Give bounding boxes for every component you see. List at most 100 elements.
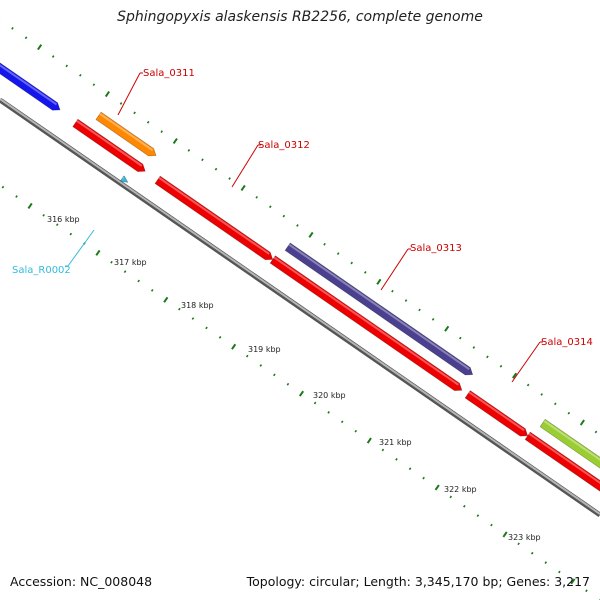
gene-feature: [0, 51, 61, 111]
outer-guide-tick: [472, 346, 476, 349]
callout-line: [67, 229, 95, 267]
gene-label[interactable]: Sala_R0002: [12, 265, 71, 276]
outer-guide-tick: [133, 111, 136, 115]
callout-line: [231, 144, 259, 188]
inner-guide-tick: [137, 279, 140, 283]
inner-guide-tick: [340, 420, 344, 424]
inner-guide-tick: [205, 326, 208, 330]
outer-guide-tick: [308, 231, 314, 238]
inner-guide-tick: [517, 542, 520, 546]
callout-line: [380, 248, 409, 291]
scale-label: 316 kbp: [47, 215, 80, 224]
feature-arrow: [154, 175, 274, 261]
inner-guide-tick: [95, 249, 101, 256]
inner-guide-tick: [245, 354, 249, 358]
feature-arrow: [95, 111, 157, 157]
outer-guide-tick: [579, 419, 585, 426]
genome-summary-text: Topology: circular; Length: 3,345,170 bp…: [246, 574, 590, 589]
inner-guide-tick: [191, 317, 195, 320]
outer-guide-tick: [594, 430, 598, 434]
gene-feature: [284, 242, 474, 376]
gene-label[interactable]: Sala_0314: [541, 337, 593, 348]
scale-label: 322 kbp: [444, 485, 477, 494]
feature-arrow: [284, 242, 474, 376]
gene-label[interactable]: Sala_0312: [258, 140, 310, 151]
map-title: Sphingopyxis alaskensis RB2256, complete…: [117, 9, 483, 25]
inner-guide-tick: [42, 213, 45, 217]
outer-guide-tick: [24, 36, 28, 40]
inner-guide-tick: [110, 260, 113, 264]
outer-guide-tick: [160, 130, 164, 133]
inner-guide-tick: [15, 195, 18, 198]
feature-arrow: [464, 390, 529, 437]
inner-guide-tick: [163, 296, 169, 303]
inner-guide-tick: [354, 429, 358, 433]
outer-guide-tick: [214, 167, 218, 171]
callout-line: [117, 72, 141, 116]
rna-feature: [119, 175, 129, 183]
feature-highlight: [122, 176, 125, 179]
scale-label: 320 kbp: [313, 391, 346, 400]
feature-track: [0, 51, 600, 514]
outer-guide-tick: [228, 177, 231, 180]
inner-guide-tick: [476, 514, 480, 518]
outer-guide-tick: [51, 55, 55, 58]
outer-guide-tick: [296, 224, 299, 227]
outer-guide-tick: [486, 355, 489, 359]
inner-guide-tick: [395, 457, 398, 461]
outer-guide-tick: [119, 102, 123, 105]
outer-guide-tick: [526, 383, 530, 387]
genome-backbone-highlight: [0, 98, 600, 515]
gene-label[interactable]: Sala_0313: [410, 243, 462, 254]
outer-guide-tick: [350, 261, 353, 265]
inner-guide-tick: [150, 289, 154, 292]
inner-guide-tick: [381, 448, 385, 452]
inner-guide-tick: [218, 335, 222, 339]
feature-highlight: [99, 112, 154, 152]
gene-feature: [524, 431, 600, 514]
gene-feature: [72, 118, 146, 172]
gene-callouts: Sala_0311 Sala_0312 Sala_0313 Sala_0314 Sala…: [12, 68, 593, 383]
outer-guide-tick: [65, 64, 69, 68]
feature-arrow: [0, 51, 61, 111]
inner-guide-tick: [585, 589, 588, 593]
inner-guide-tick: [123, 270, 127, 273]
outer-guide-tick: [255, 195, 259, 199]
scale-label: 321 kbp: [379, 438, 412, 447]
inner-guide-tick: [570, 578, 576, 585]
inner-guide-tick: [27, 202, 33, 209]
outer-guide-tick: [431, 317, 435, 321]
outer-guide-tick: [567, 411, 571, 415]
feature-highlight: [273, 256, 459, 386]
feature-highlight: [158, 176, 270, 255]
gene-feature: [269, 255, 463, 391]
inner-guide-tick: [259, 364, 263, 367]
outer-guide-tick: [444, 325, 450, 332]
gene-feature: [539, 418, 600, 498]
outer-guide-tick: [418, 308, 421, 312]
inner-guide-tick: [558, 570, 561, 574]
outer-guide-tick: [269, 205, 272, 209]
outer-guide-tick: [499, 364, 503, 368]
outer-guide-tick: [146, 120, 150, 124]
inner-guide-tick: [313, 401, 317, 405]
scale-label: 323 kbp: [508, 533, 541, 542]
feature-highlight: [288, 243, 470, 371]
inner-guide-tick: [502, 531, 508, 538]
inner-guide-tick: [490, 523, 493, 527]
outer-guide-tick: [282, 214, 286, 218]
outer-guide-tick: [37, 44, 43, 51]
inner-guide-tick: [544, 561, 548, 564]
scale-label: 319 kbp: [248, 345, 281, 354]
outer-guide-tick: [79, 73, 82, 77]
gene-label[interactable]: Sala_0311: [143, 68, 195, 79]
feature-arrow: [539, 418, 600, 498]
feature-highlight: [468, 391, 525, 432]
inner-guide-tick: [463, 504, 466, 508]
outer-guide-tick: [404, 299, 408, 302]
inner-guide-tick: [1, 185, 5, 189]
outer-guide-tick: [512, 372, 518, 379]
outer-guide-tick: [458, 336, 462, 340]
outer-guide-tick: [336, 252, 340, 255]
feature-arrow: [119, 175, 129, 183]
